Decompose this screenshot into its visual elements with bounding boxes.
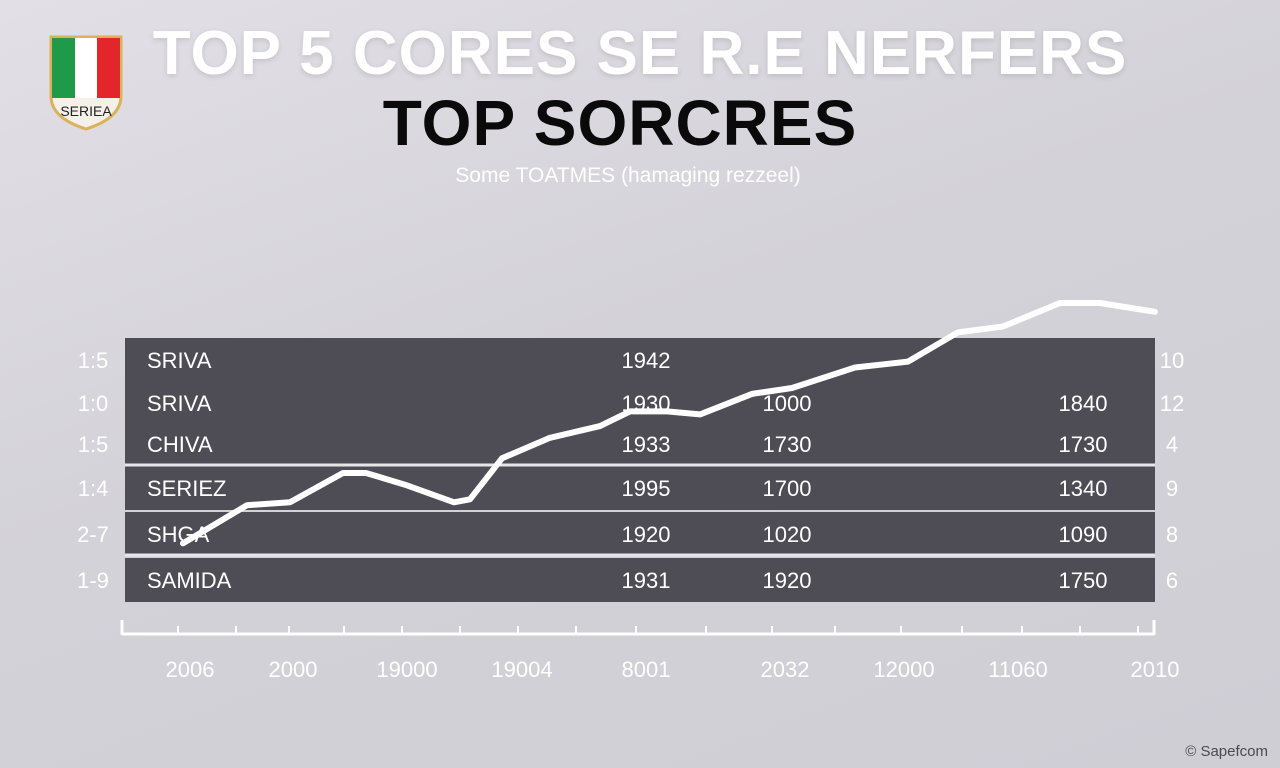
x-tick-label: 2006 (166, 657, 215, 682)
badge-text: SERIEA (60, 103, 112, 119)
table-cell: 1920 (763, 568, 812, 593)
table-cell: 1700 (763, 476, 812, 501)
table-cell: 1730 (763, 432, 812, 457)
x-axis: 2006 2000 19000 19004 8001 2032 12000 11060 2010 (120, 620, 1180, 682)
table-row (125, 381, 1155, 425)
row-right-value: 4 (1166, 432, 1178, 457)
table-cell: 1000 (763, 391, 812, 416)
serie-a-shield-icon: SERIEA (49, 35, 123, 131)
table-cell: 1920 (622, 522, 671, 547)
table-row (125, 558, 1155, 602)
row-right-value: 10 (1160, 348, 1184, 373)
row-right-value: 12 (1160, 391, 1184, 416)
x-tick-label: 8001 (622, 657, 671, 682)
page-title: TOP 5 CORES SE R.E NERFERS (152, 19, 1128, 88)
row-right-value: 9 (1166, 476, 1178, 501)
x-tick-label: 2010 (1131, 657, 1180, 682)
row-label: SRIVA (147, 391, 212, 416)
series-line-group (180, 300, 1158, 547)
table-cell: 1933 (622, 432, 671, 457)
table-cell: 1730 (1059, 432, 1108, 457)
table-cell: 1750 (1059, 568, 1108, 593)
x-tick-label: 2032 (761, 657, 810, 682)
row-label: SERIEZ (147, 476, 226, 501)
table-row (125, 512, 1155, 556)
table-cell: 1340 (1059, 476, 1108, 501)
row-label: CHIVA (147, 432, 213, 457)
row-left-value: 1:5 (78, 348, 109, 373)
row-left-value: 1-9 (77, 568, 109, 593)
x-tick-label: 19004 (491, 657, 552, 682)
flag-white (75, 38, 97, 98)
row-label: SAMIDA (147, 568, 232, 593)
table-cell: 1840 (1059, 391, 1108, 416)
row-left-value: 1:4 (78, 476, 109, 501)
row-left-value: 1:5 (78, 432, 109, 457)
row-right-value: 6 (1166, 568, 1178, 593)
series-line (180, 300, 1158, 547)
table-row (125, 466, 1155, 510)
flag-red (97, 38, 120, 98)
page-subtitle: Some TOATMES (hamaging rezzeel) (455, 164, 801, 187)
table-cell: 1090 (1059, 522, 1108, 547)
page-title-secondary: TOP SORCRES (382, 87, 858, 159)
x-tick-label: 12000 (873, 657, 934, 682)
table-cell: 1995 (622, 476, 671, 501)
watermark: © Sapefcom (1185, 743, 1268, 760)
flag-green (52, 38, 75, 98)
table-cell: 1931 (622, 568, 671, 593)
table-cell: 1942 (622, 348, 671, 373)
row-left-value: 2-7 (77, 522, 109, 547)
table-cell: 1020 (763, 522, 812, 547)
row-label: SRIVA (147, 348, 212, 373)
table-row (125, 422, 1155, 466)
table-row (125, 338, 1155, 382)
x-tick-label: 19000 (376, 657, 437, 682)
x-tick-label: 11060 (988, 657, 1048, 682)
row-left-value: 1:0 (78, 391, 109, 416)
row-right-value: 8 (1166, 522, 1178, 547)
x-tick-label: 2000 (269, 657, 318, 682)
